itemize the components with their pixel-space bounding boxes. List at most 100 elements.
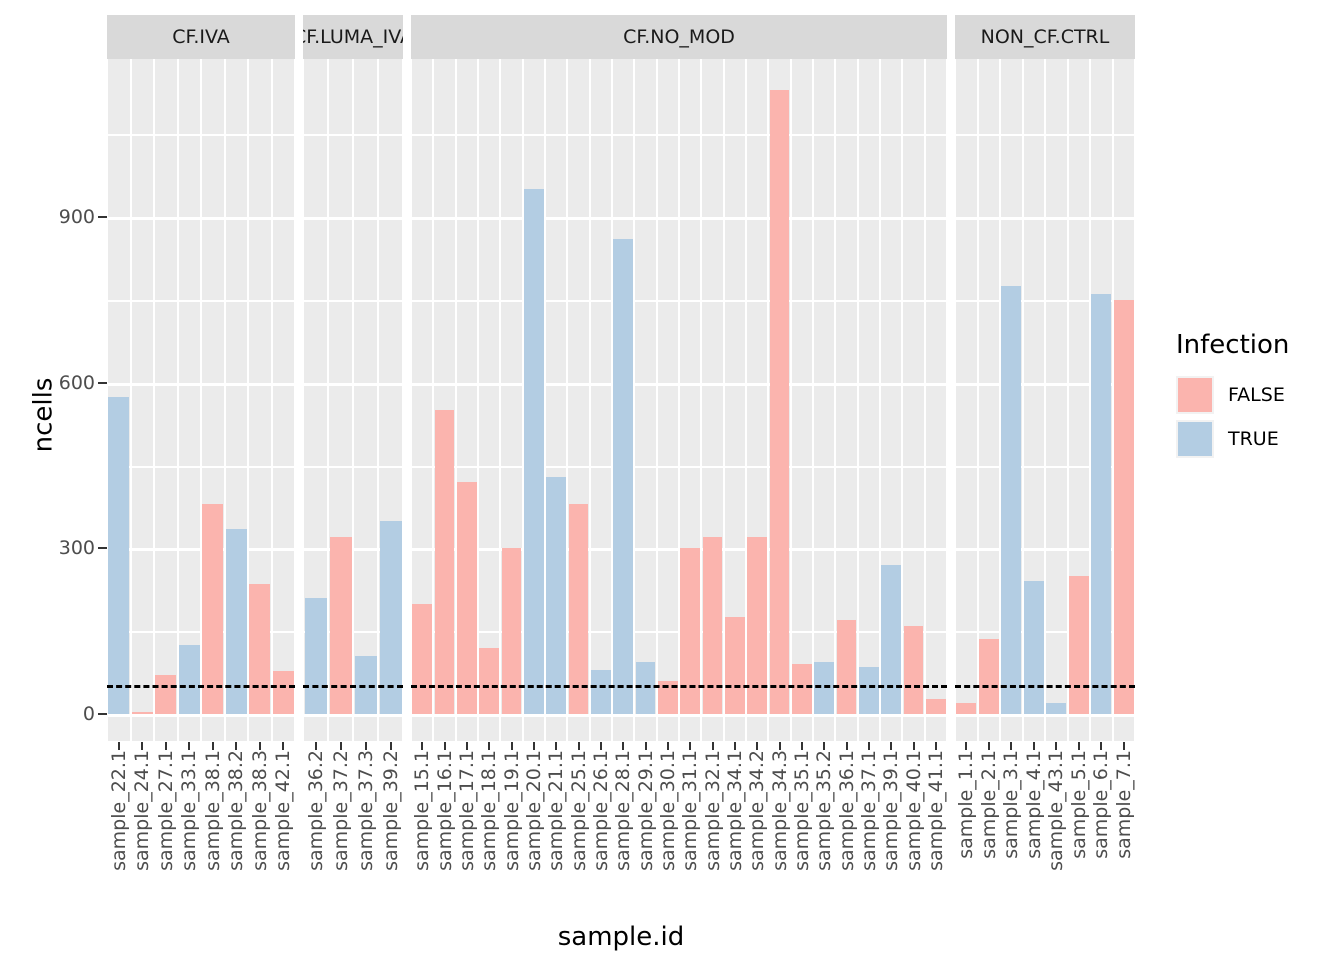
x-tick-label: sample_16.1 bbox=[433, 750, 456, 871]
gridline-vertical bbox=[327, 59, 329, 741]
gridline-vertical bbox=[377, 59, 379, 741]
x-tick-mark bbox=[1100, 742, 1103, 750]
x-tick-label: sample_24.1 bbox=[131, 750, 154, 871]
x-tick-mark bbox=[282, 742, 285, 750]
gridline-minor bbox=[303, 299, 403, 302]
x-tick-mark bbox=[164, 742, 167, 750]
x-tick-label: sample_15.1 bbox=[411, 750, 434, 871]
x-label-row: sample_15.1 sample_16.1 sample_17.1 sample_… bbox=[411, 750, 947, 918]
bar-sample_1.1 bbox=[956, 702, 977, 714]
legend-label: FALSE bbox=[1228, 384, 1285, 406]
x-tick-label: sample_42.1 bbox=[272, 750, 295, 871]
facet-strip-label: CF.NO_MOD bbox=[623, 26, 735, 48]
gridline-major bbox=[955, 217, 1135, 221]
gridline-major bbox=[411, 714, 947, 717]
x-tick-mark bbox=[117, 742, 120, 750]
x-tick-mark bbox=[987, 742, 990, 750]
gridline-minor bbox=[955, 299, 1135, 302]
x-tick-mark bbox=[1055, 742, 1058, 750]
y-axis: 0 300 600 900 bbox=[38, 15, 107, 918]
gridline-vertical bbox=[1089, 59, 1091, 741]
bar-sample_39.1 bbox=[881, 564, 901, 714]
x-tick-label: sample_34.2 bbox=[746, 750, 769, 871]
gridline-major bbox=[411, 382, 947, 386]
gridline-vertical bbox=[402, 59, 403, 741]
gridline-minor bbox=[107, 134, 295, 137]
x-tick-mark bbox=[644, 742, 647, 750]
legend-label: TRUE bbox=[1228, 428, 1279, 450]
y-tick-label: 600 bbox=[58, 371, 95, 394]
legend-swatch-true bbox=[1178, 422, 1212, 456]
x-tick-mark bbox=[443, 742, 446, 750]
bar-sample_26.1 bbox=[591, 669, 611, 714]
gridline-vertical bbox=[411, 59, 412, 741]
bar-sample_15.1 bbox=[412, 603, 432, 714]
gridline-vertical bbox=[454, 59, 457, 741]
gridline-vertical bbox=[107, 59, 108, 741]
gridline-vertical bbox=[588, 59, 591, 741]
bar-sample_4.1 bbox=[1023, 581, 1044, 714]
gridline-minor bbox=[411, 631, 947, 634]
x-tick-label: sample_19.1 bbox=[500, 750, 523, 871]
bar-sample_35.1 bbox=[792, 664, 812, 714]
x-tick-mark bbox=[421, 742, 424, 750]
x-tick-label: sample_34.3 bbox=[768, 750, 791, 871]
bar-sample_18.1 bbox=[479, 647, 499, 714]
x-tick-mark bbox=[622, 742, 625, 750]
gridline-minor bbox=[411, 465, 947, 468]
x-tick-label: sample_4.1 bbox=[1022, 750, 1045, 859]
bar-sample_2.1 bbox=[978, 639, 999, 714]
gridline-vertical bbox=[153, 59, 155, 741]
gridline-vertical bbox=[700, 59, 703, 741]
legend-key bbox=[1176, 420, 1214, 458]
bar-sample_25.1 bbox=[568, 504, 589, 714]
x-tick-mark bbox=[389, 742, 392, 750]
gridline-vertical bbox=[1044, 59, 1046, 741]
facet-panel bbox=[107, 59, 295, 741]
x-tick-mark bbox=[934, 742, 937, 750]
gridline-minor bbox=[955, 631, 1135, 634]
bar-sample_41.1 bbox=[926, 698, 946, 714]
bar-sample_43.1 bbox=[1046, 702, 1067, 714]
bar-sample_33.1 bbox=[178, 644, 200, 714]
gridline-vertical bbox=[1021, 59, 1024, 741]
legend-key bbox=[1176, 376, 1214, 414]
reference-line bbox=[955, 685, 1135, 689]
x-tick-mark bbox=[510, 742, 513, 750]
gridline-major bbox=[955, 382, 1135, 386]
x-tick-mark bbox=[733, 742, 736, 750]
gridline-vertical bbox=[521, 59, 524, 741]
x-tick-mark bbox=[235, 742, 238, 750]
x-tick-row bbox=[107, 741, 295, 750]
gridline-vertical bbox=[946, 59, 947, 741]
gridline-major bbox=[955, 714, 1135, 717]
x-tick-label: sample_25.1 bbox=[567, 750, 590, 871]
gridline-minor bbox=[411, 299, 947, 302]
facet-strip: CF.NO_MOD bbox=[411, 15, 947, 59]
gridline-vertical bbox=[176, 59, 179, 741]
facet: CF.NO_MOD sample_15.1 sample_16.1 sample_17… bbox=[411, 15, 947, 918]
x-tick-label: sample_17.1 bbox=[455, 750, 478, 871]
facet-panel bbox=[955, 59, 1135, 741]
x-tick-mark bbox=[1122, 742, 1125, 750]
gridline-vertical bbox=[655, 59, 658, 741]
bar-sample_21.1 bbox=[546, 476, 566, 714]
gridline-vertical bbox=[611, 59, 613, 741]
gridline-major bbox=[411, 548, 947, 552]
bar-sample_27.1 bbox=[155, 675, 177, 714]
x-tick-label: sample_34.1 bbox=[723, 750, 746, 871]
bar-sample_19.1 bbox=[501, 548, 522, 714]
x-tick-row bbox=[303, 741, 403, 750]
bar-sample_37.3 bbox=[354, 656, 377, 714]
x-tick-label: sample_18.1 bbox=[478, 750, 501, 871]
bar-sample_28.1 bbox=[613, 239, 633, 714]
gridline-minor bbox=[107, 465, 295, 468]
bar-sample_34.1 bbox=[725, 617, 745, 714]
x-tick-mark bbox=[211, 742, 214, 750]
x-tick-label: sample_37.2 bbox=[329, 750, 352, 871]
x-tick-mark bbox=[141, 742, 144, 750]
x-tick-label: sample_32.1 bbox=[701, 750, 724, 871]
gridline-vertical bbox=[745, 59, 747, 741]
x-tick-mark bbox=[1010, 742, 1013, 750]
bar-sample_22.1 bbox=[108, 396, 130, 714]
